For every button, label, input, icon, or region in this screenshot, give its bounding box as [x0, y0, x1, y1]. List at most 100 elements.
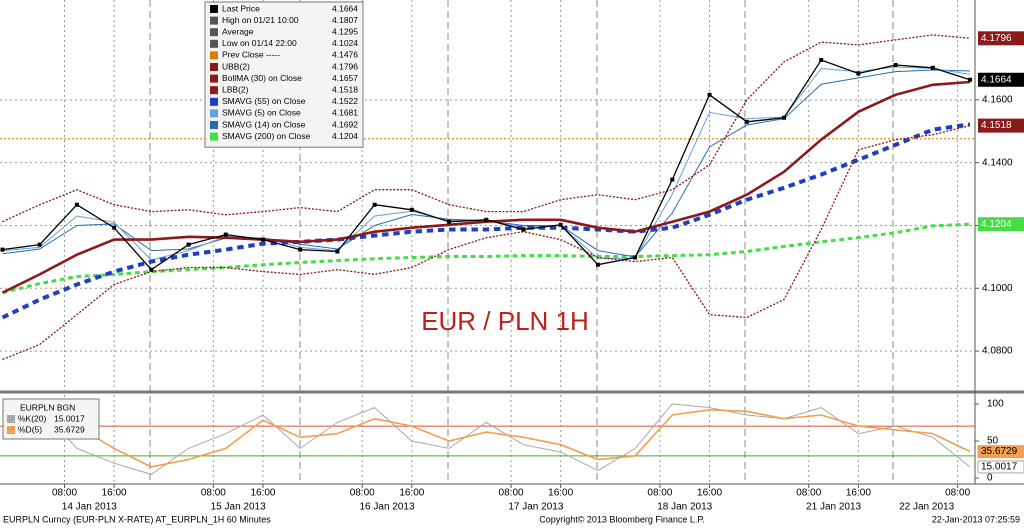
price-marker: [893, 63, 898, 67]
legend-swatch: [210, 74, 218, 83]
chart-title: EUR / PLN 1H: [421, 306, 589, 336]
legend-value: 4.1796: [332, 61, 358, 71]
legend-value: 15.0017: [54, 413, 85, 423]
legend-swatch: [210, 132, 218, 141]
legend-label: Last Price: [222, 3, 260, 13]
legend-value: 4.1295: [332, 26, 358, 36]
x-tick-label: 16:00: [548, 488, 573, 499]
date-label: 22 Jan 2013: [899, 502, 954, 513]
price-marker: [372, 202, 377, 207]
indicator-legend: EURPLN BGN%K(20) 15.0017 %D(5) 35.6729: [2, 398, 100, 440]
legend-label: High on 01/21 10:00: [222, 15, 299, 25]
date-label: 16 Jan 2013: [359, 502, 414, 513]
price-marker: [447, 219, 452, 224]
series-line: [2, 222, 971, 295]
legend-swatch: [210, 28, 218, 37]
price-marker: [558, 222, 563, 227]
value-box: [977, 460, 1024, 474]
value-box-label: 15.0017: [981, 462, 1018, 473]
value-box: [978, 31, 1024, 46]
legend-swatch: [7, 426, 15, 434]
legend-value: 4.1664: [332, 3, 358, 13]
x-tick-label: 08:00: [945, 488, 970, 499]
legend: Last Price 4.1664 High on 01/21 10:00 4.180…: [204, 1, 364, 148]
legend-label: UBB(2): [222, 61, 250, 71]
legend-value: 4.1807: [332, 15, 358, 25]
x-tick-label: 08:00: [499, 488, 524, 499]
legend-label: %D(5): [18, 424, 42, 434]
y-tick-label: 4.1600: [982, 94, 1013, 105]
legend-value: 4.1522: [332, 96, 358, 106]
price-marker: [744, 119, 749, 124]
indicator-line: [2, 408, 971, 468]
legend-value: 4.1204: [332, 131, 358, 141]
price-marker: [37, 242, 42, 247]
legend-value: 4.1476: [332, 50, 358, 60]
legend-swatch: [210, 5, 218, 13]
indicator-line: [2, 403, 971, 475]
legend-label: BollMA (30) on Close: [222, 73, 302, 83]
value-box-label: 4.1518: [981, 120, 1012, 131]
price-marker: [856, 71, 861, 76]
x-tick-label: 08:00: [201, 488, 226, 499]
x-tick-label: 16:00: [399, 488, 424, 499]
value-box-label: 35.6729: [981, 446, 1018, 457]
price-marker: [819, 57, 824, 62]
legend-value: 4.1681: [332, 108, 358, 118]
price-marker: [223, 232, 228, 237]
value-box: [978, 72, 1024, 87]
legend-swatch: [7, 415, 15, 423]
legend-label: SMAVG (5) on Close: [222, 108, 301, 118]
value-box: [978, 118, 1024, 133]
price-marker: [74, 202, 79, 207]
price-marker: [781, 115, 786, 120]
legend-value: 4.1024: [332, 38, 358, 48]
price-marker: [0, 247, 5, 252]
legend-label: LBB(2): [222, 84, 249, 94]
x-tick-label: 16:00: [697, 488, 722, 499]
y-tick-label: 4.0800: [982, 346, 1013, 357]
legend-value: 4.1518: [332, 84, 358, 94]
y-tick-label: 100: [987, 399, 1004, 410]
legend-value: 4.1692: [332, 119, 358, 129]
legend-label: %K(20): [18, 413, 47, 423]
legend-swatch: [210, 97, 218, 106]
legend-label: SMAVG (55) on Close: [222, 96, 306, 106]
x-tick-label: 16:00: [846, 488, 871, 499]
legend-label: Low on 01/14 22:00: [222, 38, 297, 48]
date-label: 17 Jan 2013: [508, 502, 563, 513]
legend-label: Prev Close -----: [222, 50, 280, 60]
price-marker: [930, 65, 935, 70]
y-tick-label: 4.1400: [982, 157, 1013, 168]
series-line: [1, 122, 971, 320]
price-marker: [112, 225, 117, 230]
x-tick-label: 08:00: [796, 488, 821, 499]
legend-box: [2, 398, 100, 440]
legend-label: SMAVG (200) on Close: [222, 131, 310, 141]
price-marker: [149, 267, 154, 272]
x-tick-label: 08:00: [350, 488, 375, 499]
legend-swatch: [210, 86, 218, 95]
indicator-title: EURPLN BGN: [20, 402, 75, 412]
legend-value: 4.1657: [332, 73, 358, 83]
x-tick-label: 16:00: [102, 488, 127, 499]
price-marker: [670, 177, 675, 182]
legend-label: SMAVG (14) on Close: [222, 119, 306, 129]
price-marker: [409, 207, 414, 212]
price-marker: [260, 237, 265, 242]
y-tick-label: 50: [987, 436, 999, 447]
legend-swatch: [210, 109, 218, 118]
legend-swatch: [210, 63, 218, 71]
legend-swatch: [210, 121, 218, 129]
series-line: [2, 34, 971, 223]
value-box: [977, 445, 1024, 459]
x-tick-label: 08:00: [52, 488, 77, 499]
date-label: 21 Jan 2013: [806, 502, 861, 513]
price-marker: [633, 255, 638, 260]
price-marker: [484, 217, 489, 222]
price-marker: [521, 227, 526, 232]
legend-value: 35.6729: [54, 424, 85, 434]
value-box-label: 4.1664: [981, 74, 1012, 85]
value-box: [978, 217, 1024, 232]
